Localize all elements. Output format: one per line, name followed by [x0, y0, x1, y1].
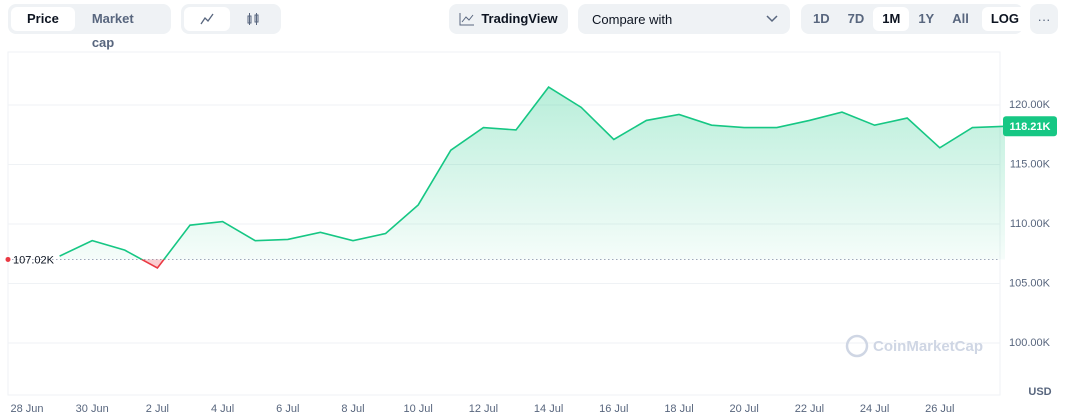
x-tick-label: 22 Jul [795, 403, 824, 415]
compare-dropdown[interactable]: Compare with [578, 4, 790, 34]
range-button[interactable]: All [952, 11, 969, 26]
currency-label: USD [1028, 386, 1051, 398]
range-button[interactable]: 1M [873, 7, 910, 31]
area-above [59, 87, 1005, 260]
price-button[interactable]: Price [11, 7, 75, 31]
more-button[interactable]: ··· [1030, 4, 1058, 34]
price-line [59, 86, 1006, 260]
range-button[interactable]: 1D [813, 11, 830, 26]
candle-chart-button[interactable] [230, 7, 276, 31]
log-button[interactable]: LOG [981, 7, 1029, 31]
x-tick-label: 24 Jul [860, 403, 889, 415]
x-tick-label: 14 Jul [534, 403, 563, 415]
range-button[interactable]: 7D [847, 11, 865, 26]
x-tick-label: 20 Jul [730, 403, 759, 415]
x-tick-label: 26 Jul [925, 403, 954, 415]
y-tick-label: 110.00K [1010, 218, 1051, 230]
y-tick-label: 105.00K [1009, 277, 1051, 289]
x-tick-label: 30 Jun [76, 403, 109, 415]
market-cap-button[interactable]: Market cap [91, 11, 134, 50]
range-toggle: 1D 7D 1M 1Y All LOG [801, 4, 1029, 34]
y-tick-label: 115.00K [1010, 158, 1051, 170]
x-tick-label: 18 Jul [664, 403, 693, 415]
range-button[interactable]: 1Y [918, 11, 935, 26]
x-tick-label: 2 Jul [146, 403, 169, 415]
x-tick-label: 4 Jul [211, 403, 234, 415]
line-chart-button[interactable] [184, 7, 230, 31]
more-label: ··· [1037, 11, 1051, 27]
watermark-text: CoinMarketCap [873, 338, 983, 355]
baseline-dot [5, 256, 11, 262]
watermark: CoinMarketCap [845, 334, 983, 358]
x-tick-label: 6 Jul [276, 403, 299, 415]
mode-toggle: Price Market cap [8, 4, 171, 50]
x-tick-label: 12 Jul [469, 403, 498, 415]
y-tick-label: 120.00K [1009, 99, 1051, 111]
x-tick-label: 8 Jul [341, 403, 364, 415]
y-tick-label: 100.00K [1009, 337, 1051, 349]
baseline-label: 107.02K [13, 254, 55, 266]
current-price-label: 118.21K [1010, 121, 1051, 133]
compare-label: Compare with [592, 11, 673, 27]
x-tick-label: 28 Jun [10, 403, 43, 415]
tradingview-button[interactable]: TradingView [449, 4, 568, 34]
current-price-badge [1003, 116, 1057, 137]
chart-type-toggle [181, 4, 281, 34]
x-tick-label: 10 Jul [404, 403, 433, 415]
tradingview-label: TradingView [481, 11, 558, 26]
x-tick-label: 16 Jul [599, 403, 628, 415]
